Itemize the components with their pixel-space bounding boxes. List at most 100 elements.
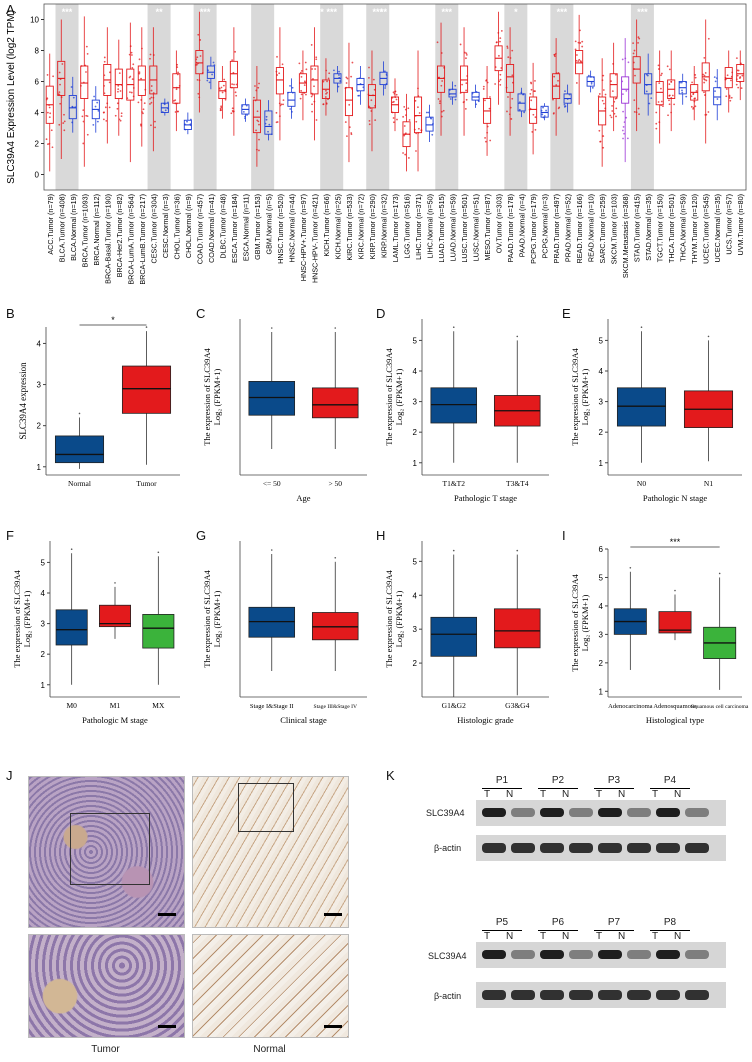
data-point <box>408 119 411 121</box>
significance-mark: * <box>514 7 518 17</box>
data-point <box>634 74 636 77</box>
data-point <box>253 96 255 99</box>
x-tick-label: M0 <box>66 701 77 710</box>
wb-bottom-patient-label: P5 <box>495 917 509 928</box>
outlier <box>718 572 721 575</box>
data-point <box>322 103 325 106</box>
panel-a-chart: 0 2 4 6 8 10 SLC39A4 Expression Level (log2 TP… <box>6 3 747 285</box>
data-point <box>233 83 235 86</box>
y-axis-label: The expression of SLC39A4 <box>384 348 394 446</box>
data-point <box>728 97 731 99</box>
y-tick-label: 3 <box>599 398 604 407</box>
y-tick-label: 1 <box>37 463 42 472</box>
data-point <box>305 93 307 96</box>
panel-letter-d: D <box>376 306 386 321</box>
box <box>506 63 515 93</box>
data-point <box>139 123 142 126</box>
data-point <box>679 81 681 84</box>
y-tick-label: 5 <box>599 573 604 582</box>
data-point <box>82 142 85 145</box>
data-point <box>430 117 433 120</box>
panel-g-chart: The expression of SLC39A4 Log₂ (FPKM+1) St… <box>202 541 367 725</box>
box <box>54 435 105 464</box>
data-point <box>465 57 467 60</box>
data-point <box>534 79 536 82</box>
wb-top-patient-label: P2 <box>551 775 565 786</box>
data-point <box>730 96 733 99</box>
significance-mark: ** <box>156 7 164 17</box>
data-point <box>615 97 618 99</box>
data-point <box>396 118 398 121</box>
data-point <box>310 44 313 46</box>
significance-mark: *** <box>637 7 648 17</box>
data-point <box>622 93 624 96</box>
x-tick-label: G3&G4 <box>505 701 529 710</box>
data-point <box>543 115 546 117</box>
data-point <box>657 101 660 103</box>
y-tick-label: 2 <box>413 659 418 668</box>
data-point <box>465 53 468 56</box>
tumor-scale-bar <box>158 913 176 916</box>
data-point <box>693 97 696 100</box>
wb-bottom-band <box>511 990 535 1000</box>
data-point <box>464 107 467 110</box>
box <box>99 604 132 628</box>
y-tick-label: 2 <box>413 428 418 437</box>
data-point <box>325 89 327 92</box>
data-point <box>311 93 314 96</box>
significance-mark: *** <box>349 7 360 17</box>
data-point <box>311 68 314 70</box>
x-tick-label: Stage I&Stage II <box>250 703 294 710</box>
data-point <box>218 87 221 90</box>
x-tick-label: BRCA-Her2.Tumor (n=82) <box>115 194 124 277</box>
data-point <box>131 66 134 69</box>
y-axis-label: SLC39A4 Expression Level (log2 TPM) <box>6 10 17 184</box>
data-point <box>234 91 237 94</box>
y-tick-label: 3 <box>37 381 42 390</box>
data-point <box>667 114 669 117</box>
data-point <box>407 157 410 159</box>
y-tick-label: 6 <box>599 545 604 554</box>
box <box>287 91 296 107</box>
data-point <box>220 106 223 109</box>
x-tick-label: LUAD.Normal (n=59) <box>449 194 458 261</box>
normal-histology-overview <box>192 776 349 928</box>
box <box>609 73 618 98</box>
data-point <box>673 103 676 106</box>
data-point <box>138 58 141 61</box>
significance-mark: *** <box>200 7 211 17</box>
data-point <box>660 87 662 90</box>
data-point <box>142 112 144 115</box>
x-tick-label: BRCA.Normal (n=112) <box>92 194 101 266</box>
y-axis-label: The expression of SLC39A4 <box>384 570 394 668</box>
panel-letter-h: H <box>376 528 386 543</box>
band-bg <box>320 4 344 190</box>
significance-mark: *** <box>326 7 337 17</box>
wb-top-patient-label: P1 <box>495 775 509 786</box>
box <box>248 381 296 416</box>
y-axis-label: Log₂ (FPKM+1) <box>394 369 404 426</box>
box <box>68 94 77 120</box>
x-tick-label: LUSC.Normal (n=51) <box>472 194 481 261</box>
wb-row1-label-bottom: SLC39A4 <box>428 951 467 961</box>
x-tick-label: DLBC.Tumor (n=48) <box>218 194 227 259</box>
data-point <box>280 103 283 106</box>
x-tick-label: LIHC.Normal (n=50) <box>426 194 435 259</box>
y-tick-label: 1 <box>599 459 604 468</box>
data-point <box>222 84 225 87</box>
data-point <box>438 102 441 105</box>
x-tick-label: LUSC.Tumor (n=501) <box>460 194 469 263</box>
data-point <box>59 102 62 105</box>
wb-row2-label-top: β-actin <box>434 843 462 853</box>
y-tick-label: 4 <box>37 339 42 348</box>
y-tick-label: 8 <box>35 47 40 56</box>
data-point <box>368 76 370 79</box>
data-point <box>638 113 640 116</box>
data-point <box>246 114 248 116</box>
panel-letter-g: G <box>196 528 207 543</box>
data-point <box>637 107 640 110</box>
x-tick-label: UVM.Tumor (n=80) <box>736 194 745 255</box>
data-point <box>338 70 340 73</box>
data-point <box>85 45 88 48</box>
data-point <box>465 52 468 55</box>
